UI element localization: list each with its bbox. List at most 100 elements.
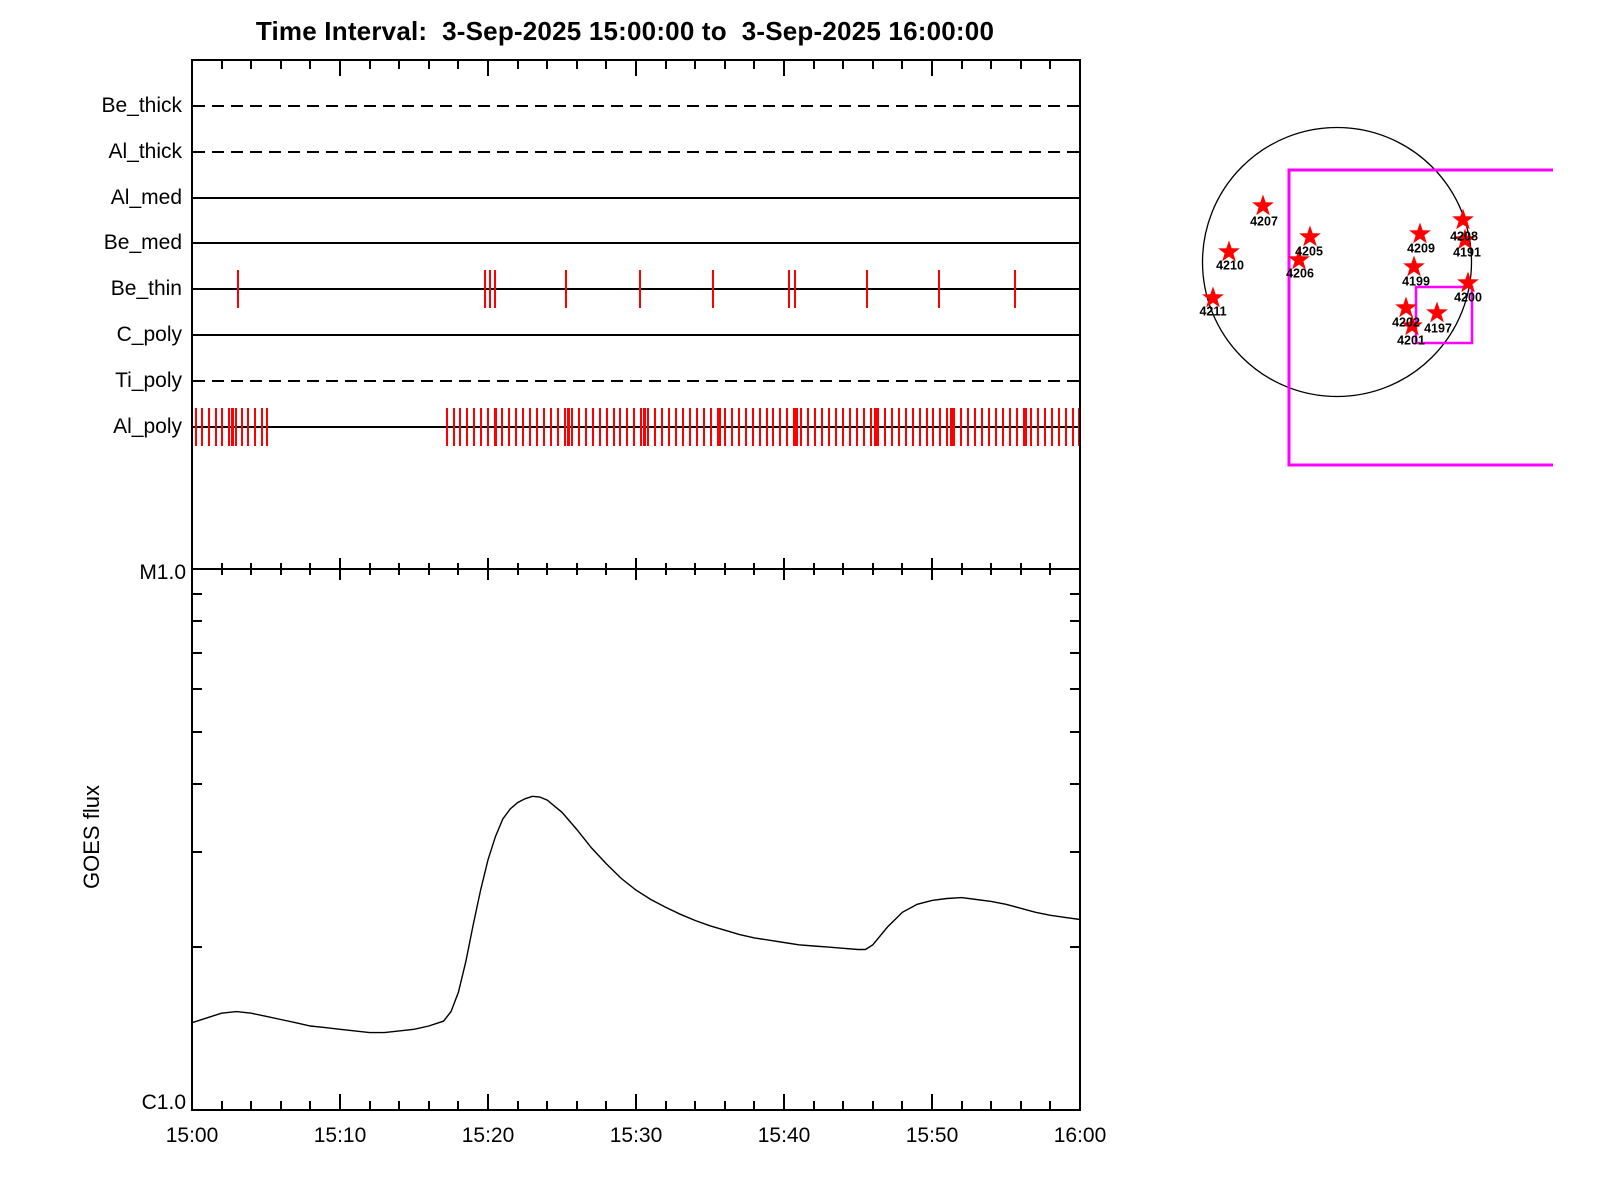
active-region-label-4209: 4209: [1407, 241, 1435, 255]
exposure-tick-Al_poly: [786, 407, 789, 446]
upper-left-axis: [191, 59, 193, 570]
exposure-tick-Al_poly: [208, 407, 211, 446]
exposure-tick-Al_poly: [612, 407, 615, 446]
exposure-tick-bold-Al_poly: [643, 407, 647, 446]
boundary-axis-tick: [901, 563, 904, 575]
exposure-tick-Al_poly: [807, 407, 810, 446]
top-axis-tick: [309, 61, 312, 69]
goes-flux-axis-title: GOES flux: [79, 785, 104, 889]
filter-label-Al_poly: Al_poly: [113, 414, 182, 438]
exposure-tick-Al_poly: [675, 407, 678, 446]
y-axis-bottom-label: C1.0: [141, 1091, 186, 1114]
exposure-tick-Al_poly: [480, 407, 483, 446]
top-axis-tick: [990, 61, 993, 69]
exposure-tick-Al_poly: [1036, 407, 1039, 446]
goes-log-tick-right: [1070, 651, 1079, 654]
exposure-tick-Al_poly: [201, 407, 204, 446]
exposure-tick-Al_poly: [1015, 407, 1018, 446]
filter-line-Be_med: [193, 242, 1079, 245]
lower-bottom-axis: [191, 1109, 1081, 1111]
exposure-tick-Al_poly: [765, 407, 768, 446]
top-axis-tick: [279, 61, 282, 69]
top-axis-tick: [901, 61, 904, 69]
upper-right-axis: [1079, 59, 1081, 570]
exposure-tick-Al_poly: [737, 407, 740, 446]
exposure-tick-Al_poly: [487, 407, 490, 446]
exposure-tick-Al_poly: [508, 407, 511, 446]
exposure-tick-Al_poly: [995, 407, 998, 446]
bottom-axis-tick: [664, 1101, 667, 1109]
boundary-axis-tick: [427, 563, 430, 575]
filter-line-Al_poly: [193, 425, 1079, 428]
exposure-tick-Al_poly: [793, 407, 796, 446]
boundary-axis-tick: [1079, 558, 1081, 580]
boundary-axis-tick: [191, 558, 193, 580]
boundary-axis-tick: [368, 563, 371, 575]
top-axis-tick: [960, 61, 963, 69]
boundary-axis-tick: [871, 563, 874, 575]
active-region-star-4211: [1202, 286, 1224, 308]
active-region-label-4202: 4202: [1392, 315, 1420, 329]
goes-log-tick-left: [193, 850, 202, 853]
bottom-axis-tick: [842, 1101, 845, 1109]
filter-label-Ti_poly: Ti_poly: [115, 368, 182, 392]
exposure-tick-Al_poly: [221, 407, 224, 446]
active-region-star-4209: [1409, 222, 1431, 244]
exposure-tick-Al_poly: [605, 407, 608, 446]
exposure-tick-Be_thin: [494, 270, 497, 309]
exposure-tick-Be_thin: [236, 270, 239, 309]
boundary-axis-tick: [487, 558, 489, 580]
exposure-tick-Al_poly: [598, 407, 601, 446]
exposure-tick-Al_poly: [647, 407, 650, 446]
exposure-tick-Al_poly: [535, 407, 538, 446]
exposure-tick-Al_poly: [967, 407, 970, 446]
exposure-tick-Al_poly: [779, 407, 782, 446]
exposure-tick-bold-Al_poly: [718, 407, 722, 446]
top-axis-tick: [457, 61, 460, 69]
time-label-15:30: 15:30: [609, 1124, 663, 1147]
exposure-tick-Al_poly: [1002, 407, 1005, 446]
boundary-axis-tick: [694, 563, 697, 575]
exposure-tick-bold-Al_poly: [231, 407, 235, 446]
goes-log-tick-right: [1070, 850, 1079, 853]
bottom-axis-tick: [812, 1101, 815, 1109]
time-label-15:00: 15:00: [165, 1124, 219, 1147]
top-axis-tick: [753, 61, 756, 69]
active-region-star-4201: [1401, 314, 1423, 336]
top-axis-tick: [220, 61, 223, 69]
bottom-axis-tick: [250, 1101, 253, 1109]
exposure-tick-Be_thin: [489, 270, 492, 309]
active-region-label-4206: 4206: [1286, 266, 1314, 280]
exposure-tick-Be_thin: [788, 270, 791, 309]
exposure-tick-Al_poly: [730, 407, 733, 446]
goes-log-tick-left: [193, 946, 202, 949]
goes-log-tick-right: [1070, 730, 1079, 733]
bottom-axis-tick: [1019, 1101, 1022, 1109]
boundary-axis-tick: [990, 563, 993, 575]
boundary-axis-tick: [279, 563, 282, 575]
exposure-tick-Al_poly: [682, 407, 685, 446]
boundary-axis-tick: [516, 563, 519, 575]
top-axis-tick: [427, 61, 430, 69]
exposure-tick-Al_poly: [466, 407, 469, 446]
boundary-axis-tick: [220, 563, 223, 575]
exposure-tick-Al_poly: [1057, 407, 1060, 446]
bottom-axis-tick: [960, 1101, 963, 1109]
filter-line-C_poly: [193, 334, 1079, 336]
bottom-axis-tick: [694, 1101, 697, 1109]
goes-log-tick-left: [193, 730, 202, 733]
lower-left-axis: [191, 568, 193, 1111]
exposure-tick-Al_poly: [883, 407, 886, 446]
time-label-15:20: 15:20: [461, 1124, 515, 1147]
bottom-axis-tick: [901, 1101, 904, 1109]
exposure-tick-Be_thin: [565, 270, 568, 309]
active-region-label-4207: 4207: [1250, 214, 1278, 228]
active-region-label-4210: 4210: [1216, 258, 1244, 272]
bottom-axis-tick: [783, 1094, 785, 1109]
exposure-tick-Al_poly: [668, 407, 671, 446]
top-axis-tick: [664, 61, 667, 69]
boundary-axis-tick: [575, 563, 578, 575]
exposure-tick-Al_poly: [1077, 407, 1080, 446]
goes-flux-curve: [191, 795, 1081, 1034]
exposure-tick-Al_poly: [689, 407, 692, 446]
